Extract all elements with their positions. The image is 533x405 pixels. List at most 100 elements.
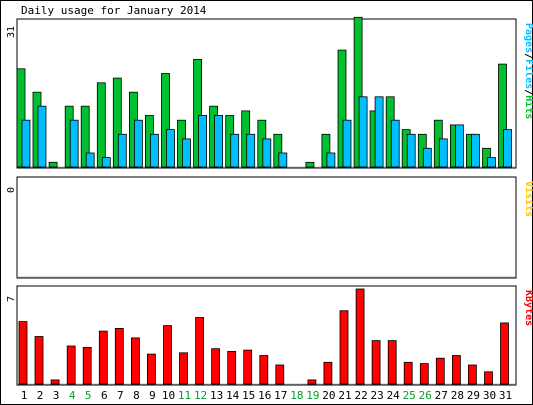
bar-kbytes-day-25 (403, 361, 413, 385)
bar-kbytes-day-12 (195, 317, 205, 385)
series-kbytes (18, 288, 509, 385)
bar-kbytes-day-15 (243, 349, 253, 385)
bar-files-day-16 (262, 138, 272, 168)
bar-files-day-9 (149, 133, 159, 168)
bar-files-day-8 (133, 119, 143, 168)
bar-kbytes-day-20 (323, 361, 333, 385)
day-label: 28 (451, 389, 464, 402)
bar-files-day-7 (117, 133, 127, 168)
bar-kbytes-day-14 (227, 350, 237, 385)
y-max-label: 31 (6, 26, 17, 38)
bar-hits-day-22 (353, 16, 363, 168)
y-axis-label: Pages/Files/Hits (523, 23, 533, 119)
chart-panel-middle: 0 Visits (6, 176, 533, 279)
day-label: 16 (258, 389, 271, 402)
day-label: 2 (37, 389, 44, 402)
day-label: 10 (162, 389, 175, 402)
day-label: 13 (210, 389, 223, 402)
bar-kbytes-day-4 (66, 345, 76, 385)
bar-files-day-21 (342, 119, 352, 168)
day-label: 4 (69, 389, 76, 402)
y-axis-label-part: Pages (523, 23, 533, 53)
y-max-label: 7 (6, 296, 17, 302)
bar-files-day-12 (198, 115, 208, 168)
y-axis-label-part: / (523, 53, 533, 59)
bar-files-day-13 (214, 115, 224, 168)
day-label: 25 (403, 389, 416, 402)
bar-files-day-29 (470, 133, 480, 168)
bar-files-day-31 (503, 129, 512, 168)
y-axis-label: KBytes (523, 290, 533, 326)
bar-hits-day-7 (112, 77, 122, 168)
day-label: 29 (467, 389, 480, 402)
y-axis-label-part: KBytes (523, 290, 533, 326)
day-label: 7 (117, 389, 124, 402)
bar-kbytes-day-9 (146, 353, 156, 385)
day-label: 15 (242, 389, 255, 402)
bar-hits-day-6 (96, 82, 106, 168)
chart-title: Daily usage for January 2014 (21, 4, 207, 17)
day-label: 30 (483, 389, 496, 402)
y-axis-label-part: Hits (523, 95, 533, 119)
bar-files-day-10 (166, 129, 175, 168)
day-label: 26 (419, 389, 432, 402)
bar-hits-day-19 (305, 161, 315, 168)
day-label: 12 (194, 389, 207, 402)
bar-kbytes-day-19 (307, 379, 317, 385)
day-label: 17 (274, 389, 287, 402)
bar-kbytes-day-10 (163, 325, 172, 385)
day-label: 3 (53, 389, 60, 402)
day-label: 5 (85, 389, 92, 402)
day-label: 27 (435, 389, 448, 402)
bar-kbytes-day-30 (484, 371, 493, 385)
day-label: 18 (290, 389, 303, 402)
day-label: 6 (101, 389, 108, 402)
panel-frame (16, 176, 517, 279)
bar-kbytes-day-8 (130, 337, 140, 385)
bar-files-day-30 (487, 157, 496, 168)
bar-files-day-24 (390, 119, 400, 168)
bar-files-day-5 (85, 152, 95, 168)
bar-hits-day-20 (321, 133, 331, 168)
bar-kbytes-day-31 (500, 322, 509, 385)
bar-hits-day-21 (337, 49, 347, 168)
day-label: 24 (387, 389, 401, 402)
bar-files-day-23 (374, 96, 384, 168)
bar-hits-day-31 (498, 63, 507, 168)
bar-kbytes-day-28 (451, 355, 461, 385)
bar-files-day-2 (37, 105, 47, 168)
bar-kbytes-day-24 (387, 340, 397, 385)
bar-files-day-27 (438, 138, 448, 168)
bar-files-day-25 (406, 133, 416, 168)
bar-hits-day-5 (80, 105, 90, 168)
day-label: 23 (370, 389, 383, 402)
bar-kbytes-day-17 (275, 364, 285, 385)
bar-kbytes-day-7 (114, 327, 124, 385)
y-axis-label-part: Visits (523, 181, 533, 217)
bar-kbytes-day-29 (467, 364, 477, 385)
day-label: 31 (499, 389, 512, 402)
bar-files-day-1 (21, 119, 31, 168)
day-axis-labels: 1 2 3 4 5 6 7 8 9 10 11 12 13 14 15 16 17 18 19 20 21 22 23 24 2… (21, 389, 512, 402)
bar-files-day-26 (422, 147, 432, 168)
bar-kbytes-day-26 (419, 363, 429, 385)
day-label: 19 (306, 389, 319, 402)
y-axis-label-part: / (523, 89, 533, 95)
day-label: 14 (226, 389, 240, 402)
day-label: 21 (338, 389, 351, 402)
bar-kbytes-day-13 (211, 348, 221, 385)
y-axis-label-part: Files (523, 59, 533, 89)
bar-files-day-28 (454, 124, 464, 168)
bar-files-day-17 (278, 152, 288, 168)
bar-kbytes-day-3 (50, 379, 60, 385)
day-label: 22 (354, 389, 367, 402)
bar-kbytes-day-27 (435, 357, 445, 385)
bar-hits-day-3 (48, 161, 58, 168)
bar-kbytes-day-1 (18, 321, 28, 385)
chart-panel-bottom: 7 KBytes (6, 285, 533, 386)
bar-kbytes-day-11 (179, 352, 188, 385)
y-axis-label: Visits (523, 181, 533, 217)
